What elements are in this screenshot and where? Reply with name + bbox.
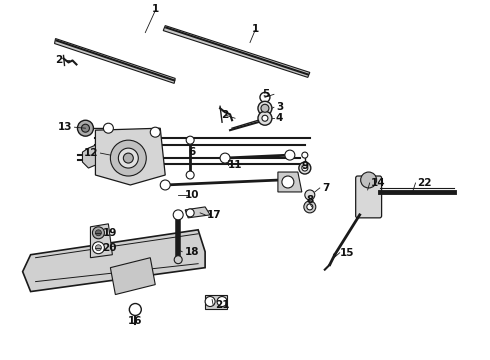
Polygon shape [163, 26, 310, 77]
Text: 16: 16 [128, 316, 143, 327]
Circle shape [220, 153, 230, 163]
Text: 2: 2 [55, 55, 63, 66]
Text: 12: 12 [84, 148, 98, 158]
Bar [205, 294, 227, 309]
Text: 6: 6 [188, 147, 196, 157]
Circle shape [258, 101, 272, 115]
Text: 15: 15 [340, 248, 354, 258]
Circle shape [186, 136, 194, 144]
FancyBboxPatch shape [356, 176, 382, 218]
Circle shape [93, 242, 104, 254]
Circle shape [174, 256, 182, 264]
Polygon shape [54, 39, 175, 84]
Circle shape [217, 297, 227, 306]
Text: 21: 21 [215, 300, 230, 310]
Circle shape [186, 171, 194, 179]
Text: 8: 8 [307, 195, 314, 205]
Circle shape [302, 152, 308, 158]
Text: 10: 10 [185, 190, 199, 200]
Circle shape [93, 227, 104, 239]
Text: 20: 20 [102, 243, 117, 253]
Circle shape [304, 201, 316, 213]
Polygon shape [82, 145, 96, 168]
Circle shape [81, 124, 90, 132]
Text: 7: 7 [322, 183, 329, 193]
Text: 5: 5 [262, 89, 269, 99]
Polygon shape [96, 128, 165, 185]
Text: 17: 17 [207, 210, 222, 220]
Circle shape [302, 165, 308, 171]
Polygon shape [278, 172, 302, 192]
Text: 14: 14 [370, 178, 385, 188]
Circle shape [123, 153, 133, 163]
Text: 19: 19 [102, 228, 117, 238]
Polygon shape [23, 230, 205, 292]
Text: 22: 22 [417, 178, 432, 188]
Circle shape [261, 104, 269, 112]
Circle shape [103, 123, 113, 133]
Polygon shape [185, 207, 210, 218]
Text: 3: 3 [276, 102, 283, 112]
Circle shape [258, 111, 272, 125]
Circle shape [119, 148, 138, 168]
Polygon shape [110, 258, 155, 294]
Circle shape [205, 297, 215, 306]
Text: 13: 13 [58, 122, 73, 132]
Text: 2: 2 [221, 110, 228, 120]
Circle shape [77, 120, 94, 136]
Circle shape [361, 172, 377, 188]
Circle shape [150, 127, 160, 137]
Circle shape [110, 140, 147, 176]
Circle shape [282, 176, 294, 188]
Circle shape [260, 92, 270, 102]
Text: 1: 1 [251, 24, 259, 33]
Text: 18: 18 [185, 247, 199, 257]
Text: 4: 4 [276, 113, 283, 123]
Text: 9: 9 [302, 161, 309, 171]
Circle shape [299, 162, 311, 174]
Circle shape [160, 180, 170, 190]
Circle shape [96, 230, 101, 236]
Circle shape [305, 190, 315, 200]
Circle shape [307, 204, 313, 210]
Circle shape [186, 209, 194, 217]
Polygon shape [91, 224, 112, 258]
Circle shape [262, 115, 268, 121]
Text: 11: 11 [228, 160, 243, 170]
Circle shape [96, 245, 101, 251]
Text: 1: 1 [151, 4, 159, 14]
Circle shape [285, 150, 295, 160]
Circle shape [129, 303, 141, 315]
Circle shape [173, 210, 183, 220]
